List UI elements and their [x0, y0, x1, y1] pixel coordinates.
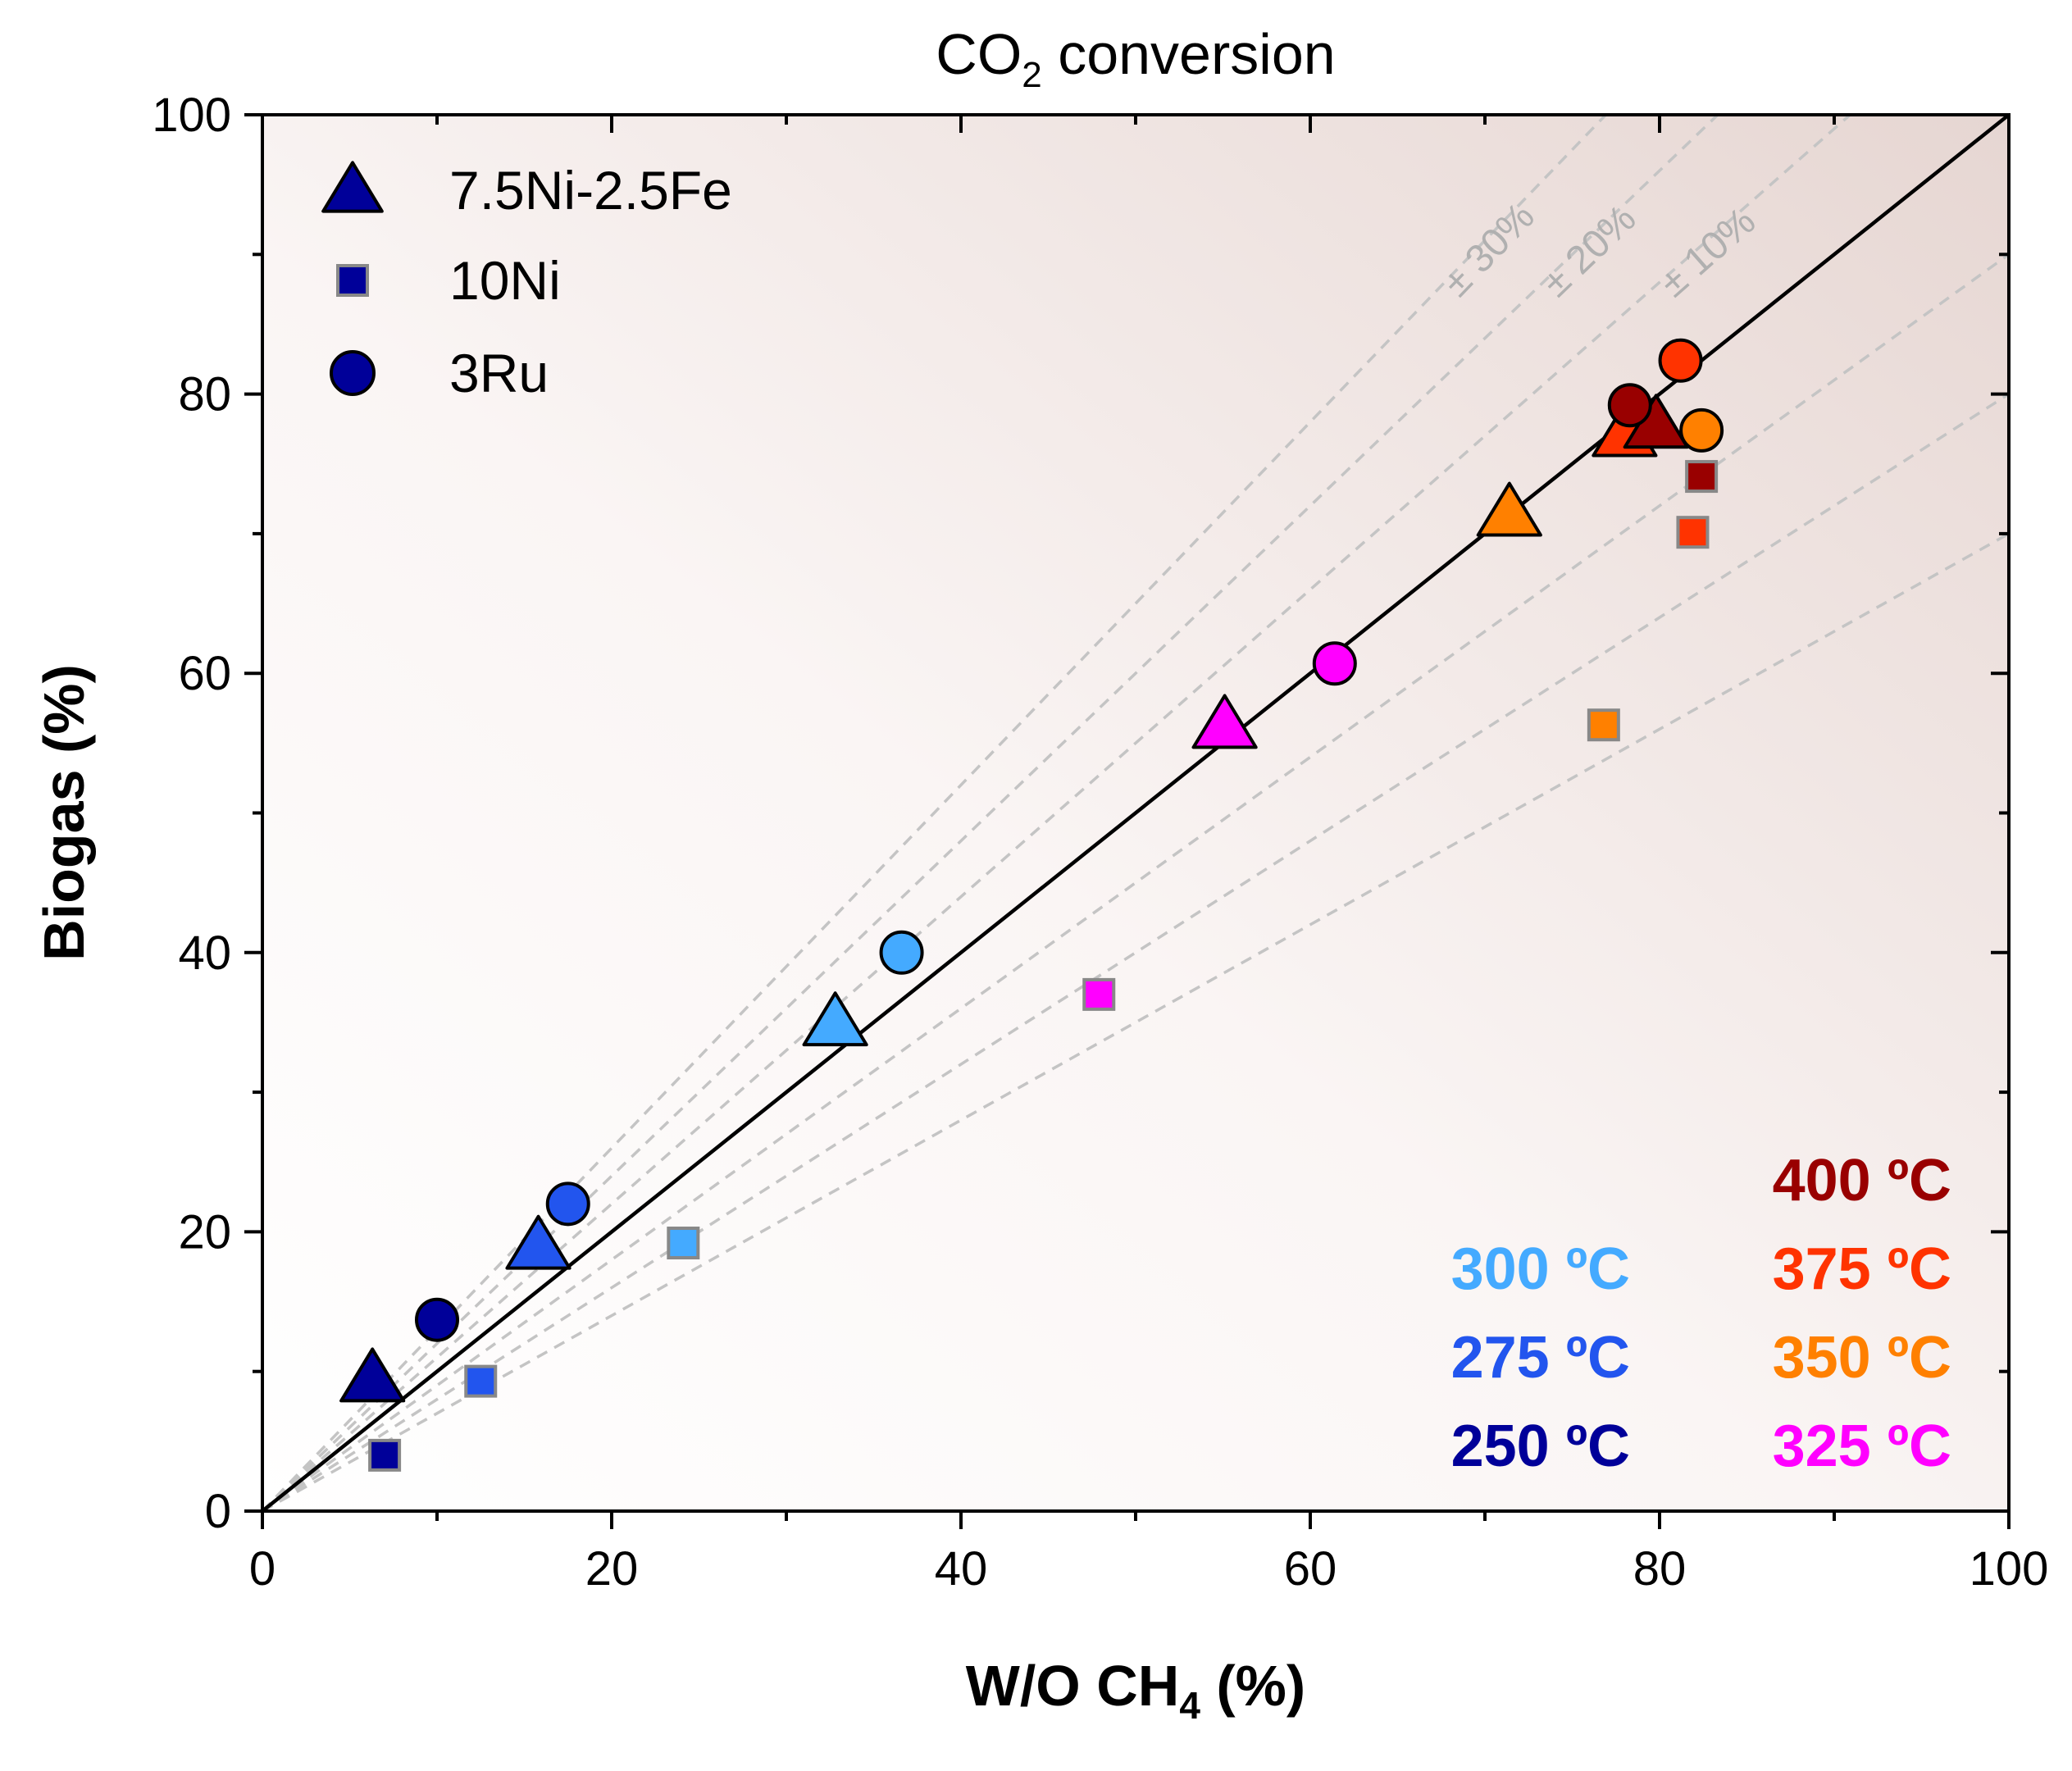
data-point-triangle — [1476, 481, 1542, 537]
y-tick-label: 0 — [205, 1485, 231, 1538]
data-point-circle — [1607, 383, 1652, 428]
y-tick-label: 60 — [178, 647, 231, 700]
data-point-square — [464, 1364, 498, 1398]
chart-title: CO2 conversion — [936, 22, 1335, 95]
legend-marker-circle — [330, 350, 376, 396]
data-point-square — [1082, 977, 1116, 1011]
y-tick-label: 20 — [178, 1205, 231, 1259]
temperature-label: 325 ºC — [1773, 1414, 1951, 1479]
band-line-3-upper — [262, 115, 1851, 1511]
x-tick-label: 40 — [935, 1542, 988, 1596]
band-line-2-upper — [262, 115, 1719, 1511]
data-point-circle — [879, 930, 924, 975]
axis-tick-labels: 0 20 40 60 80 100 0 20 40 60 80 100 — [152, 89, 2048, 1596]
x-tick-label: 60 — [1284, 1542, 1337, 1596]
data-point-triangle — [1191, 694, 1258, 749]
axis-ticks — [244, 113, 2011, 1529]
temperature-label: 300 ºC — [1451, 1236, 1630, 1302]
legend-marker-square — [336, 264, 369, 297]
y-tick-label: 40 — [178, 926, 231, 980]
x-tick-label: 20 — [585, 1542, 639, 1596]
temperature-label: 400 ºC — [1773, 1148, 1951, 1213]
temperature-label: 350 ºC — [1773, 1325, 1951, 1391]
y-axis-title: Biogas (%) — [32, 664, 96, 961]
y-tick-label: 100 — [152, 89, 231, 142]
data-point-square — [1587, 708, 1620, 742]
data-point-triangle — [339, 1347, 406, 1403]
temperature-label: 250 ºC — [1451, 1414, 1630, 1479]
x-tick-label: 100 — [1970, 1542, 2049, 1596]
x-tick-label: 80 — [1633, 1542, 1687, 1596]
y-tick-label: 80 — [178, 368, 231, 421]
band-line-2-lower — [262, 393, 2009, 1511]
temperature-label: 275 ºC — [1451, 1325, 1630, 1391]
parity-line-group — [262, 115, 2009, 1511]
temperature-label: 375 ºC — [1773, 1236, 1951, 1302]
data-point-circle — [1679, 407, 1724, 453]
temperature-legend: 400 ºC 375 ºC 350 ºC 325 ºC 300 ºC 275 ºC 250 … — [1451, 1148, 1951, 1479]
data-point-triangle — [505, 1214, 572, 1270]
parity-line — [262, 115, 2009, 1511]
data-points — [339, 338, 1724, 1472]
legend: 7.5Ni-2.5Fe 10Ni 3Ru — [321, 160, 732, 403]
band-line-1-upper — [262, 115, 1607, 1511]
data-point-square — [1676, 516, 1710, 549]
data-point-square — [1685, 460, 1719, 494]
legend-marker-triangle — [321, 161, 384, 213]
legend-label: 3Ru — [449, 343, 549, 403]
data-point-triangle — [802, 991, 868, 1047]
data-point-circle — [1658, 338, 1703, 383]
legend-label: 10Ni — [449, 250, 561, 311]
data-point-circle — [545, 1181, 590, 1227]
legend-label: 7.5Ni-2.5Fe — [449, 160, 732, 221]
x-axis-title: W/O CH4 (%) — [966, 1654, 1305, 1727]
data-point-circle — [415, 1297, 459, 1342]
data-point-square — [667, 1227, 700, 1260]
data-point-square — [368, 1438, 402, 1472]
x-tick-label: 0 — [249, 1542, 276, 1596]
data-point-circle — [1312, 641, 1357, 686]
